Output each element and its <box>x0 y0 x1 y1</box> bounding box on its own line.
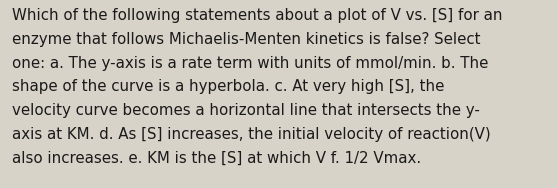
Text: shape of the curve is a hyperbola. c. At very high [S], the: shape of the curve is a hyperbola. c. At… <box>12 79 444 94</box>
Text: one: a. The y-axis is a rate term with units of mmol/min. b. The: one: a. The y-axis is a rate term with u… <box>12 56 488 71</box>
Text: axis at KM. d. As [S] increases, the initial velocity of reaction(V): axis at KM. d. As [S] increases, the ini… <box>12 127 490 142</box>
Text: Which of the following statements about a plot of V vs. [S] for an: Which of the following statements about … <box>12 8 503 23</box>
Text: also increases. e. KM is the [S] at which V f. 1/2 Vmax.: also increases. e. KM is the [S] at whic… <box>12 151 421 166</box>
Text: enzyme that follows Michaelis-Menten kinetics is false? Select: enzyme that follows Michaelis-Menten kin… <box>12 32 480 47</box>
Text: velocity curve becomes a horizontal line that intersects the y-: velocity curve becomes a horizontal line… <box>12 103 480 118</box>
